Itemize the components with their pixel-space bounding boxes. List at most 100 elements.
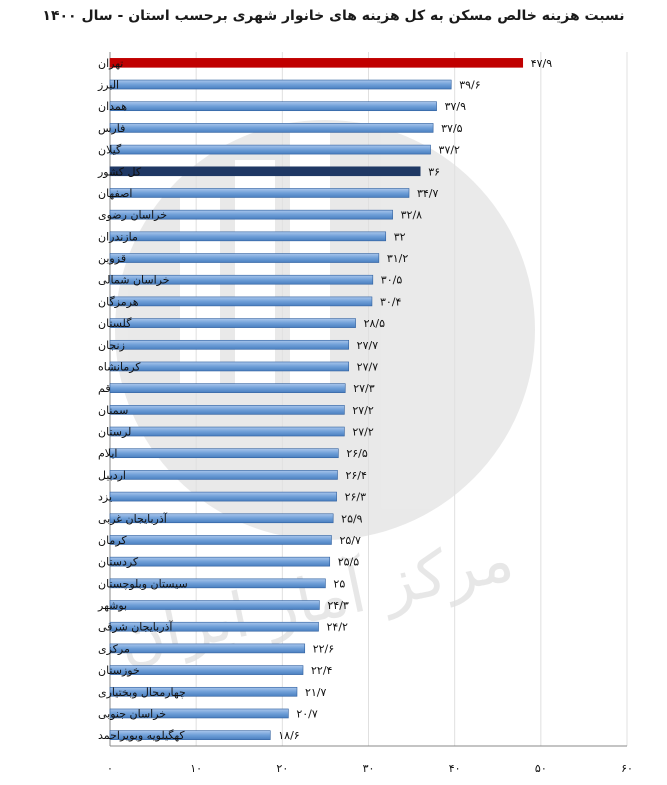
- category-label: ایلام: [98, 447, 118, 460]
- bar: [109, 578, 326, 589]
- value-label: ۳۹/۶: [459, 79, 480, 92]
- bar: [109, 665, 304, 675]
- category-label: کل کشور: [97, 165, 142, 178]
- bar: [109, 123, 434, 133]
- value-label: ۳۷/۵: [441, 122, 463, 135]
- value-label: ۱۸/۶: [278, 729, 299, 742]
- bar: [109, 383, 346, 393]
- category-label: مازندران: [98, 230, 138, 243]
- chart-title: نسبت هزینه خالص مسکن به کل هزینه های خان…: [42, 8, 625, 24]
- value-label: ۲۶/۴: [345, 469, 367, 482]
- bar: [109, 470, 338, 480]
- bar: [109, 188, 410, 198]
- value-label: ۲۱/۷: [305, 686, 327, 699]
- bar: [109, 79, 452, 90]
- value-label: ۲۲/۴: [311, 664, 333, 677]
- category-label: سیستان وبلوچستان: [98, 577, 188, 590]
- x-tick-label: ۶۰: [621, 762, 633, 775]
- x-tick-label: ۴۰: [449, 762, 461, 775]
- x-axis-ticks: ۰ ۱۰ ۲۰ ۳۰ ۴۰ ۵۰ ۶۰: [107, 762, 633, 775]
- category-label: اصفهان: [98, 187, 132, 200]
- bar: [109, 296, 373, 307]
- value-label: ۴۷/۹: [531, 57, 553, 70]
- value-label: ۲۵: [333, 577, 345, 590]
- bar: [109, 686, 298, 697]
- value-label: ۲۶/۳: [345, 491, 367, 504]
- category-label: مرکزی: [98, 642, 130, 655]
- bars-group: [109, 58, 524, 740]
- value-label: ۲۵/۹: [341, 512, 363, 525]
- value-label: ۳۷/۲: [439, 144, 461, 157]
- value-label: ۲۷/۳: [353, 382, 375, 395]
- bar: [109, 231, 387, 242]
- category-label: کهگیلویه وبویراحمد: [98, 729, 185, 742]
- category-label: فارس: [98, 122, 125, 135]
- category-label: سمنان: [98, 404, 128, 417]
- category-label: البرز: [97, 79, 119, 92]
- value-label: ۲۷/۲: [352, 404, 374, 417]
- bar: [109, 708, 289, 719]
- bar: [109, 491, 337, 502]
- category-label: خراسان رضوی: [98, 209, 167, 222]
- category-label: کردستان: [98, 556, 139, 569]
- category-label: هرمزگان: [98, 295, 139, 308]
- category-label: همدان: [98, 100, 127, 113]
- category-label: خراسان شمالی: [98, 274, 170, 287]
- bar: [109, 600, 320, 610]
- value-label: ۳۰/۴: [380, 295, 402, 308]
- value-label: ۳۲/۸: [401, 209, 423, 222]
- value-label: ۲۵/۷: [339, 534, 361, 547]
- category-label: زنجان: [98, 339, 125, 352]
- value-label: ۳۲: [394, 230, 406, 243]
- category-label: اردبیل: [98, 469, 126, 482]
- value-label: ۲۸/۵: [364, 317, 386, 330]
- value-label: ۲۷/۲: [352, 426, 374, 439]
- category-label: گیلان: [98, 144, 122, 157]
- x-tick-label: ۰: [107, 762, 113, 775]
- value-labels: ۴۷/۹ ۳۹/۶ ۳۷/۹ ۳۷/۵ ۳۷/۲ ۳۶ ۳۴/۷ ۳۲/۸ ۳۲ ۳۱/۲ ۳۰/۵…: [278, 57, 552, 742]
- category-label: تهران: [98, 57, 123, 70]
- category-label: لرستان: [98, 426, 131, 439]
- value-label: ۲۰/۷: [296, 707, 318, 720]
- bar: [109, 166, 421, 177]
- value-label: ۲۲/۶: [313, 642, 334, 655]
- value-label: ۲۷/۷: [357, 339, 379, 352]
- bar: [109, 426, 345, 437]
- category-label: کرمانشاه: [98, 360, 141, 373]
- bar: [109, 144, 431, 155]
- bar: [109, 101, 437, 112]
- value-label: ۳۴/۷: [417, 187, 439, 200]
- x-tick-label: ۱۰: [190, 762, 202, 775]
- value-label: ۳۶: [428, 165, 440, 178]
- category-label: گلستان: [98, 317, 132, 330]
- bar: [109, 274, 374, 285]
- bar: [109, 730, 271, 740]
- bar: [109, 556, 331, 567]
- value-label: ۳۱/۲: [387, 252, 409, 265]
- category-label: خراسان جنوبی: [98, 707, 166, 720]
- bar: [109, 621, 319, 632]
- bar: [109, 339, 349, 350]
- bar: [109, 253, 380, 263]
- value-label: ۲۶/۵: [346, 447, 368, 460]
- category-labels: تهران البرز همدان فارس گیلان کل کشور اصفهان خرا…: [97, 57, 188, 742]
- category-label: خوزستان: [98, 664, 140, 677]
- bar: [109, 58, 524, 68]
- x-tick-label: ۵۰: [535, 762, 547, 775]
- bar: [109, 405, 345, 415]
- bar: [109, 643, 306, 654]
- value-label: ۳۰/۵: [381, 274, 403, 287]
- bar: [109, 361, 349, 372]
- bar: [109, 448, 339, 459]
- category-label: آذربایجان غربی: [98, 511, 168, 525]
- category-label: بوشهر: [97, 599, 127, 612]
- value-label: ۲۴/۳: [327, 599, 349, 612]
- category-label: کرمان: [98, 534, 127, 547]
- x-tick-label: ۲۰: [276, 762, 288, 775]
- bar: [109, 318, 356, 328]
- bar: [109, 513, 334, 524]
- bar: [109, 535, 332, 545]
- category-label: قم: [98, 382, 111, 395]
- bar: [109, 209, 393, 220]
